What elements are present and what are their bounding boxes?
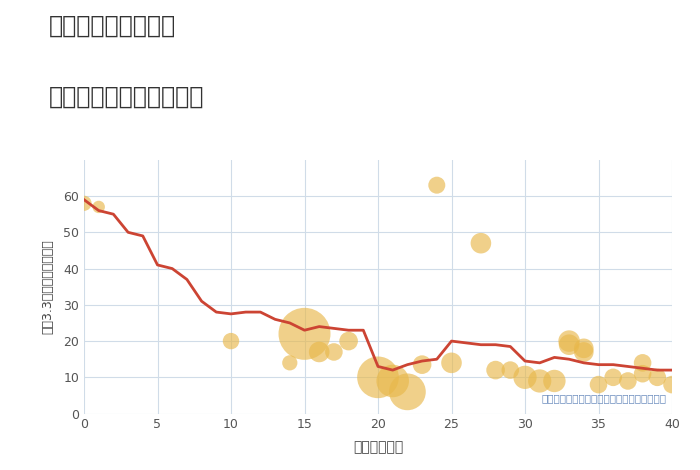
Point [225, 337, 237, 345]
Point [431, 181, 442, 189]
Point [475, 239, 486, 247]
Point [343, 337, 354, 345]
Point [622, 377, 634, 385]
Point [284, 359, 295, 367]
Point [578, 345, 589, 352]
Text: 築年数別中古戸建て価格: 築年数別中古戸建て価格 [49, 85, 204, 109]
Point [372, 374, 384, 381]
Point [490, 366, 501, 374]
Point [505, 366, 516, 374]
Point [519, 374, 531, 381]
Point [652, 374, 663, 381]
Point [608, 374, 619, 381]
Text: 兵庫県養父市大薮の: 兵庫県養父市大薮の [49, 14, 176, 38]
Y-axis label: 坪（3.3㎡）単価（万円）: 坪（3.3㎡）単価（万円） [42, 239, 55, 334]
Point [402, 388, 413, 396]
Point [93, 203, 104, 211]
Text: 円の大きさは、取引のあった物件面積を示す: 円の大きさは、取引のあった物件面積を示す [541, 393, 666, 403]
Point [564, 341, 575, 348]
Point [593, 381, 604, 388]
X-axis label: 築年数（年）: 築年数（年） [353, 440, 403, 454]
Point [637, 359, 648, 367]
Point [666, 381, 678, 388]
Point [314, 348, 325, 356]
Point [328, 348, 339, 356]
Point [446, 359, 457, 367]
Point [564, 337, 575, 345]
Point [578, 348, 589, 356]
Point [299, 330, 310, 337]
Point [387, 377, 398, 385]
Point [78, 200, 90, 207]
Point [534, 377, 545, 385]
Point [416, 361, 428, 368]
Point [637, 370, 648, 377]
Point [549, 377, 560, 385]
